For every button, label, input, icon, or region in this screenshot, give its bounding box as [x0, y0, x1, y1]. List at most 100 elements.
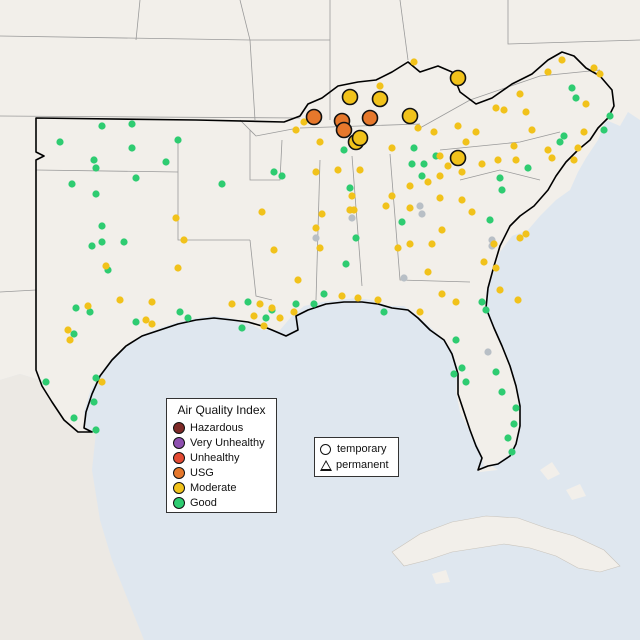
station-marker-good[interactable]	[218, 180, 226, 188]
station-marker-moderate[interactable]	[436, 194, 444, 202]
station-marker-good[interactable]	[56, 138, 64, 146]
station-marker-good[interactable]	[238, 324, 246, 332]
station-marker-good[interactable]	[310, 300, 318, 308]
station-marker-moderate[interactable]	[424, 268, 432, 276]
station-marker-good[interactable]	[478, 298, 486, 306]
station-marker-good[interactable]	[90, 398, 98, 406]
station-marker-good[interactable]	[72, 304, 80, 312]
station-marker-moderate[interactable]	[354, 294, 362, 302]
station-marker-good[interactable]	[98, 122, 106, 130]
station-marker-moderate[interactable]	[374, 296, 382, 304]
station-marker-moderate[interactable]	[382, 202, 390, 210]
station-marker-moderate[interactable]	[478, 160, 486, 168]
station-marker-moderate[interactable]	[522, 108, 530, 116]
station-marker-moderate[interactable]	[66, 336, 74, 344]
station-marker-good[interactable]	[98, 238, 106, 246]
station-marker-moderate[interactable]	[174, 264, 182, 272]
station-marker-moderate[interactable]	[406, 204, 414, 212]
station-marker-moderate[interactable]	[116, 296, 124, 304]
station-marker-moderate[interactable]	[410, 58, 418, 66]
station-marker-moderate[interactable]	[406, 240, 414, 248]
station-marker-good[interactable]	[70, 330, 78, 338]
station-marker-moderate[interactable]	[270, 246, 278, 254]
station-marker-moderate[interactable]	[416, 308, 424, 316]
station-marker-good[interactable]	[132, 174, 140, 182]
station-marker-good[interactable]	[510, 420, 518, 428]
station-marker-good[interactable]	[90, 156, 98, 164]
station-marker-nodata[interactable]	[484, 348, 492, 356]
station-marker-nodata[interactable]	[348, 214, 356, 222]
station-marker-good[interactable]	[92, 190, 100, 198]
station-marker-good[interactable]	[340, 146, 348, 154]
station-marker-good[interactable]	[462, 378, 470, 386]
station-marker-moderate[interactable]	[228, 300, 236, 308]
station-marker-moderate[interactable]	[444, 162, 452, 170]
station-marker-nodata[interactable]	[418, 210, 426, 218]
station-marker-good[interactable]	[556, 138, 564, 146]
station-marker-moderate[interactable]	[548, 154, 556, 162]
station-marker-moderate[interactable]	[84, 302, 92, 310]
station-marker-moderate[interactable]	[428, 240, 436, 248]
station-marker-moderate[interactable]	[580, 128, 588, 136]
station-marker-good[interactable]	[70, 414, 78, 422]
station-marker-good[interactable]	[292, 300, 300, 308]
station-marker-good[interactable]	[420, 160, 428, 168]
station-marker-good[interactable]	[496, 174, 504, 182]
station-marker-moderate[interactable]	[414, 124, 422, 132]
station-marker-moderate[interactable]	[250, 312, 258, 320]
station-marker-good[interactable]	[92, 374, 100, 382]
station-marker-good[interactable]	[162, 158, 170, 166]
station-marker-good[interactable]	[270, 168, 278, 176]
station-marker-moderate[interactable]	[318, 210, 326, 218]
station-marker-moderate[interactable]	[480, 258, 488, 266]
station-marker-good[interactable]	[568, 84, 576, 92]
station-marker-good[interactable]	[498, 186, 506, 194]
station-marker-moderate[interactable]	[290, 308, 298, 316]
station-marker-moderate[interactable]	[388, 144, 396, 152]
station-marker-moderate[interactable]	[492, 264, 500, 272]
station-marker-good[interactable]	[262, 314, 270, 322]
station-marker-good[interactable]	[504, 434, 512, 442]
station-marker-good[interactable]	[486, 216, 494, 224]
temporary-monitor-usg[interactable]	[361, 109, 379, 127]
station-marker-good[interactable]	[128, 144, 136, 152]
station-marker-good[interactable]	[128, 120, 136, 128]
station-marker-good[interactable]	[92, 426, 100, 434]
station-marker-moderate[interactable]	[148, 298, 156, 306]
temporary-monitor-moderate[interactable]	[371, 90, 389, 108]
station-marker-moderate[interactable]	[334, 166, 342, 174]
station-marker-moderate[interactable]	[294, 276, 302, 284]
station-marker-moderate[interactable]	[172, 214, 180, 222]
station-marker-good[interactable]	[600, 126, 608, 134]
station-marker-moderate[interactable]	[458, 168, 466, 176]
station-marker-good[interactable]	[120, 238, 128, 246]
station-marker-moderate[interactable]	[394, 244, 402, 252]
station-marker-good[interactable]	[320, 290, 328, 298]
station-marker-moderate[interactable]	[292, 126, 300, 134]
station-marker-good[interactable]	[346, 184, 354, 192]
station-marker-good[interactable]	[492, 368, 500, 376]
station-marker-good[interactable]	[380, 308, 388, 316]
station-marker-moderate[interactable]	[596, 70, 604, 78]
station-marker-moderate[interactable]	[462, 138, 470, 146]
station-marker-moderate[interactable]	[348, 192, 356, 200]
station-marker-good[interactable]	[458, 364, 466, 372]
station-marker-good[interactable]	[184, 314, 192, 322]
station-marker-moderate[interactable]	[574, 144, 582, 152]
station-marker-moderate[interactable]	[558, 56, 566, 64]
station-marker-moderate[interactable]	[376, 82, 384, 90]
temporary-monitor-moderate[interactable]	[341, 88, 359, 106]
station-marker-moderate[interactable]	[544, 68, 552, 76]
station-marker-moderate[interactable]	[438, 226, 446, 234]
station-marker-moderate[interactable]	[148, 320, 156, 328]
station-marker-moderate[interactable]	[312, 224, 320, 232]
station-marker-good[interactable]	[42, 378, 50, 386]
station-marker-moderate[interactable]	[142, 316, 150, 324]
station-marker-moderate[interactable]	[516, 90, 524, 98]
station-marker-moderate[interactable]	[430, 128, 438, 136]
station-marker-good[interactable]	[450, 370, 458, 378]
station-marker-good[interactable]	[88, 242, 96, 250]
station-marker-moderate[interactable]	[490, 240, 498, 248]
station-marker-moderate[interactable]	[260, 322, 268, 330]
